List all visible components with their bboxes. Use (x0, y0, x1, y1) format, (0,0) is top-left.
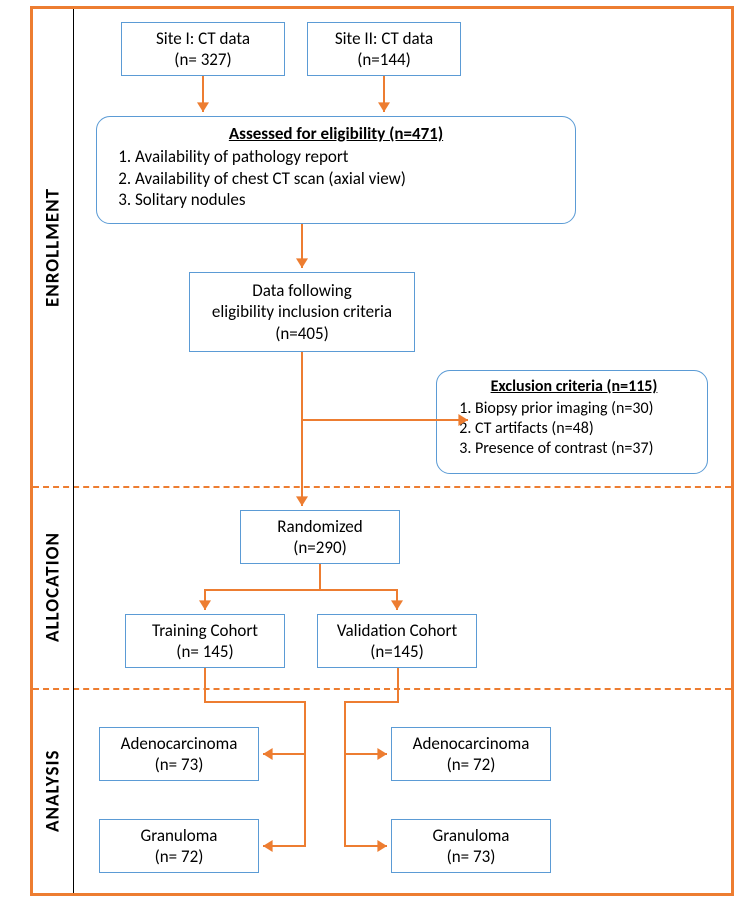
node-training-adeno: Adenocarcinoma (n= 73) (99, 727, 259, 781)
node-validation-gran: Granuloma (n= 73) (391, 819, 551, 873)
node-line: (n=405) (275, 323, 329, 344)
node-line: Site II: CT data (335, 28, 433, 49)
node-site1: Site I: CT data (n= 327) (121, 22, 285, 76)
eligibility-title: Assessed for eligibility (n=471) (111, 123, 561, 144)
node-validation-adeno: Adenocarcinoma (n= 72) (391, 727, 551, 781)
node-line: (n= 145) (176, 641, 233, 662)
exclusion-title: Exclusion criteria (n=115) (451, 377, 697, 397)
node-line: (n= 327) (174, 49, 231, 70)
node-line: Granuloma (433, 825, 510, 846)
node-line: (n=290) (293, 537, 347, 558)
section-divider-1 (33, 486, 731, 488)
eligibility-item: Availability of chest CT scan (axial vie… (135, 168, 561, 189)
exclusion-item: Presence of contrast (n=37) (475, 439, 697, 459)
node-eligibility: Assessed for eligibility (n=471) Availab… (96, 116, 576, 224)
node-randomized: Randomized (n=290) (240, 510, 400, 564)
eligibility-item: Availability of pathology report (135, 146, 561, 167)
section-label-enrollment: ENROLLMENT (33, 9, 73, 486)
node-line: Adenocarcinoma (413, 733, 530, 754)
node-line: (n=145) (370, 641, 424, 662)
node-line: Training Cohort (152, 620, 258, 641)
node-site2: Site II: CT data (n=144) (307, 22, 461, 76)
node-line: (n= 73) (155, 754, 204, 775)
node-validation: Validation Cohort (n=145) (317, 614, 477, 668)
vsep-2 (73, 486, 74, 688)
vsep-1 (73, 9, 74, 486)
node-training-gran: Granuloma (n= 72) (99, 819, 259, 873)
node-training: Training Cohort (n= 145) (125, 614, 285, 668)
section-label-analysis: ANALYSIS (33, 688, 73, 893)
eligibility-item: Solitary nodules (135, 189, 561, 210)
node-line: (n= 72) (447, 754, 496, 775)
eligibility-list: Availability of pathology report Availab… (111, 146, 561, 210)
exclusion-item: Biopsy prior imaging (n=30) (475, 399, 697, 419)
node-line: Validation Cohort (337, 620, 457, 641)
flowchart-canvas: ENROLLMENT ALLOCATION ANALYSIS Site I: C… (0, 0, 742, 904)
node-line: Adenocarcinoma (121, 733, 238, 754)
node-line: Site I: CT data (156, 28, 250, 49)
exclusion-item: CT artifacts (n=48) (475, 419, 697, 439)
node-exclusion: Exclusion criteria (n=115) Biopsy prior … (436, 370, 708, 474)
section-label-allocation: ALLOCATION (33, 486, 73, 688)
node-line: (n= 73) (447, 846, 496, 867)
node-line: (n= 72) (155, 846, 204, 867)
node-line: (n=144) (357, 49, 411, 70)
node-line: eligibility inclusion criteria (212, 301, 392, 322)
node-line: Data following (252, 280, 351, 301)
node-post-eligibility: Data following eligibility inclusion cri… (189, 272, 415, 352)
exclusion-list: Biopsy prior imaging (n=30) CT artifacts… (451, 399, 697, 459)
node-line: Randomized (277, 516, 362, 537)
node-line: Granuloma (141, 825, 218, 846)
section-divider-2 (33, 688, 731, 690)
vsep-3 (73, 688, 74, 893)
